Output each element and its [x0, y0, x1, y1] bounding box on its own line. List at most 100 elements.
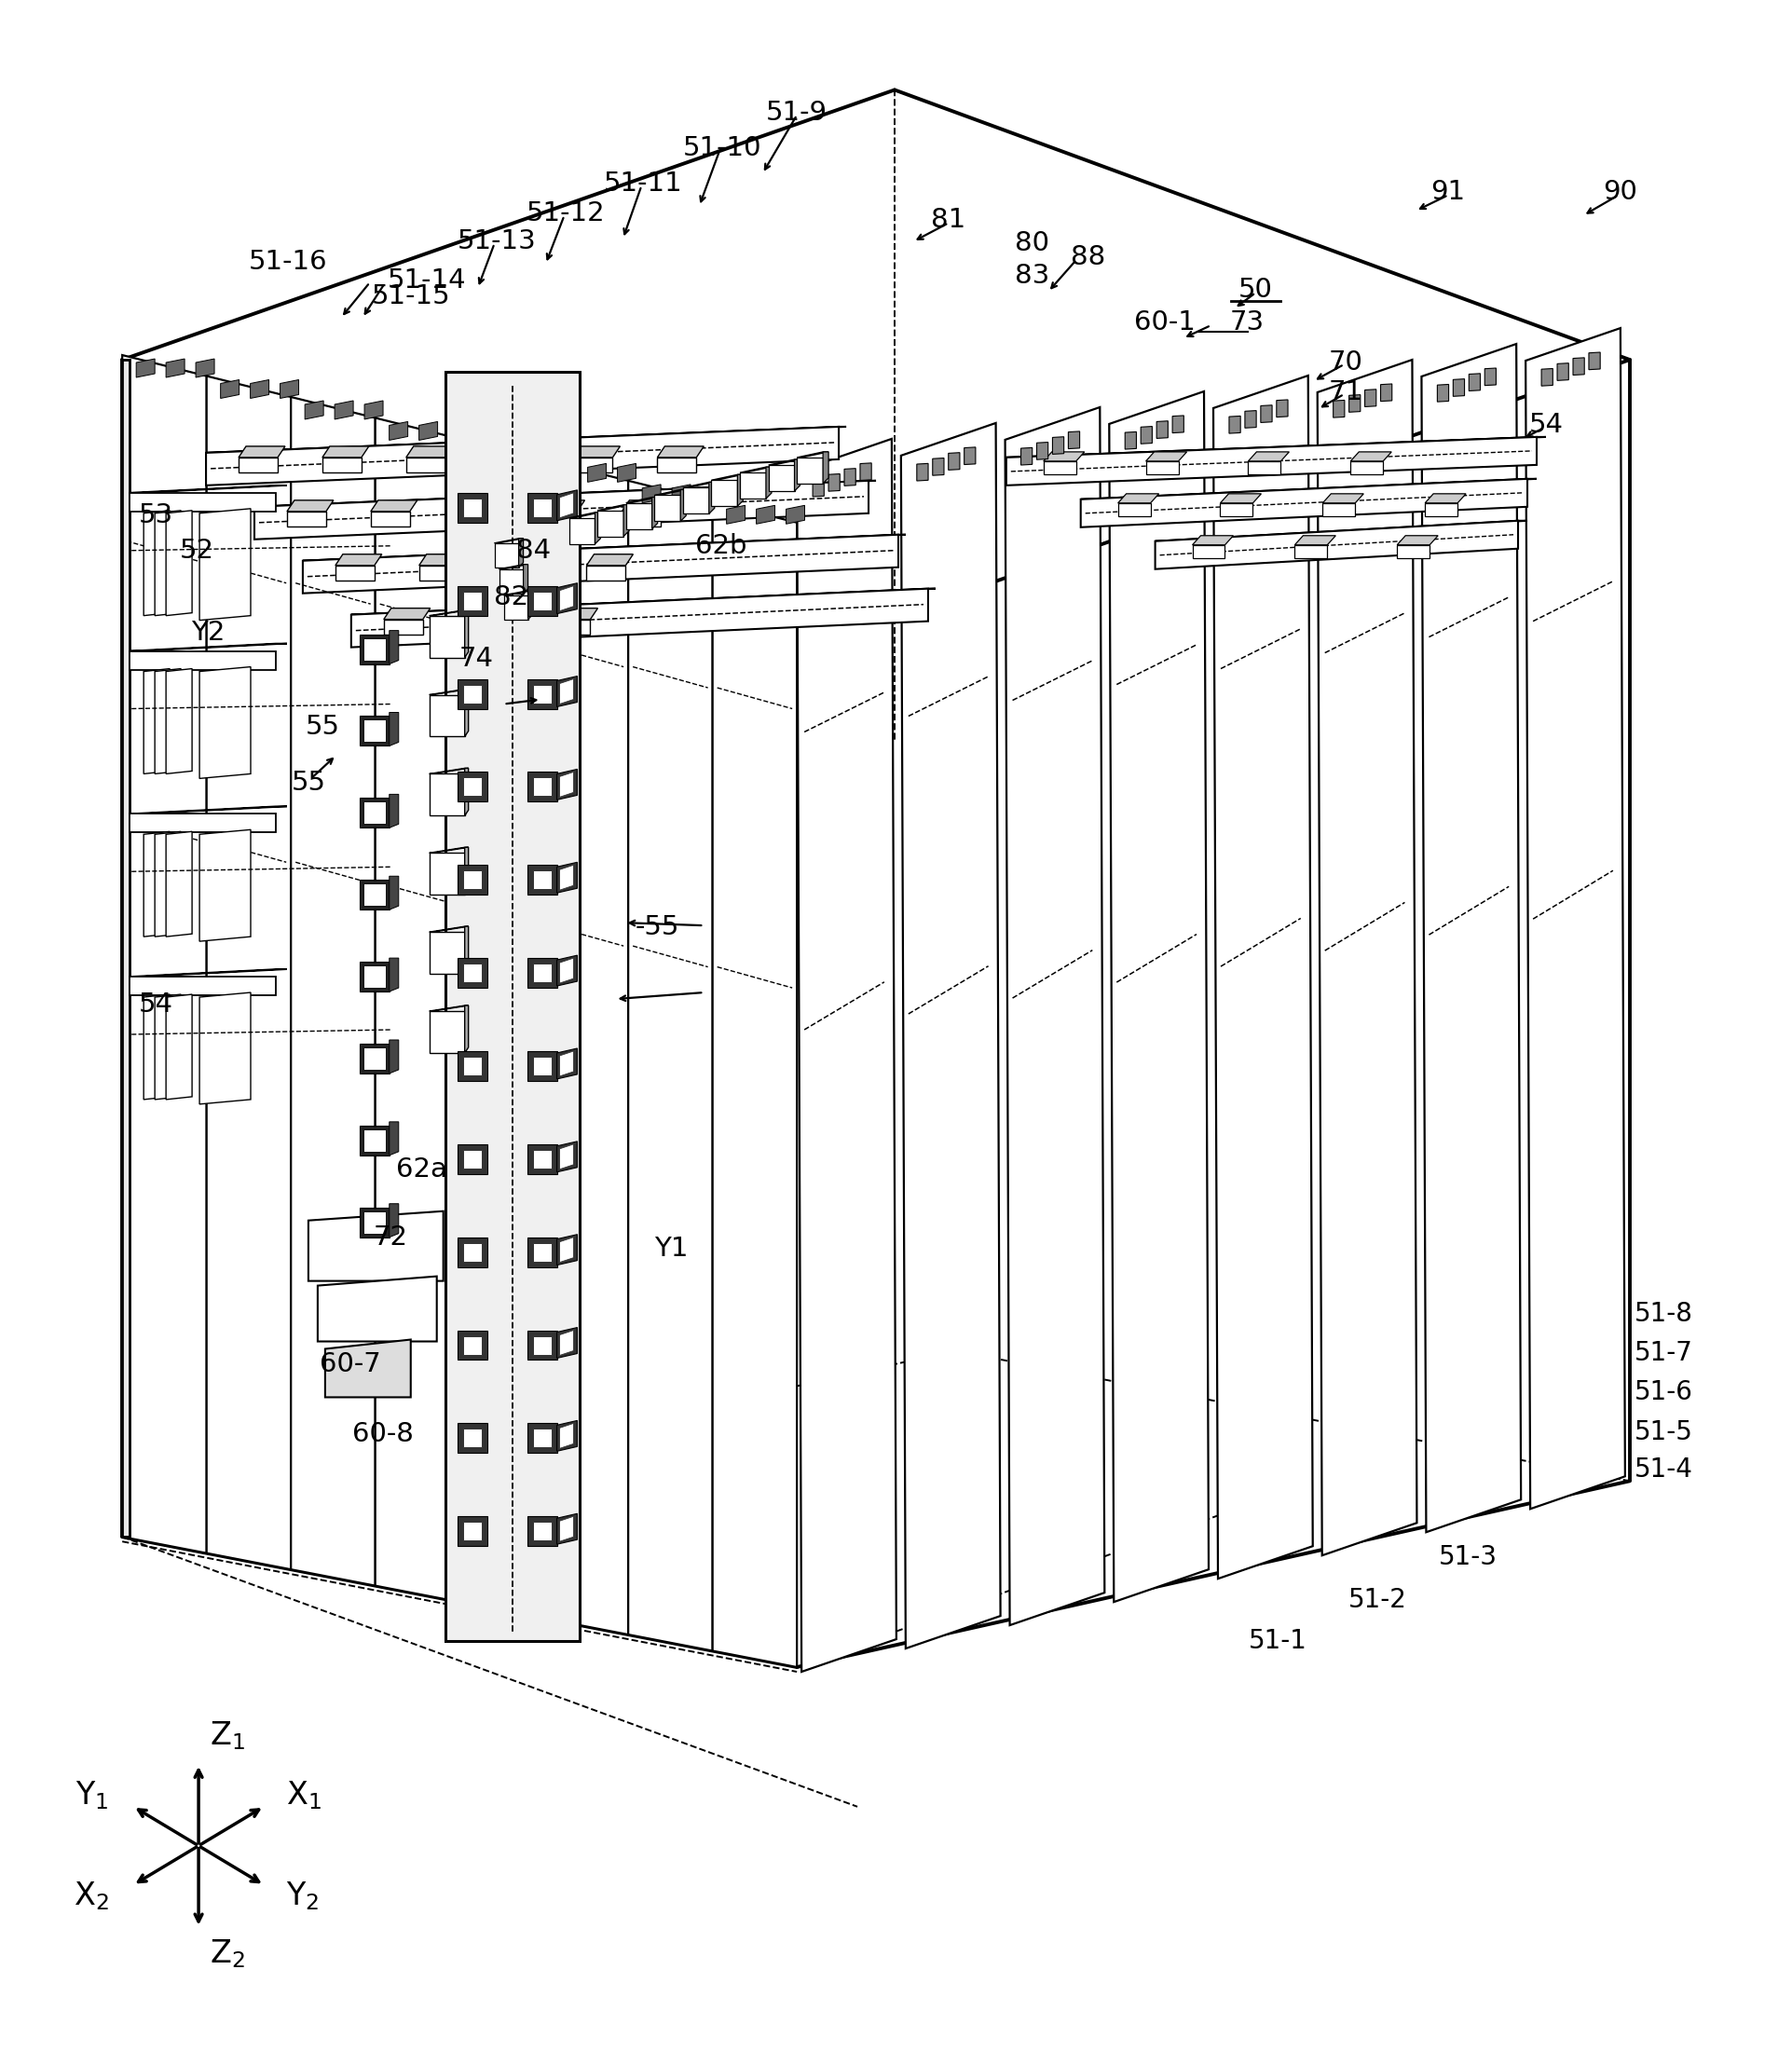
Polygon shape: [658, 446, 704, 458]
Polygon shape: [457, 1516, 487, 1547]
Polygon shape: [545, 460, 629, 1635]
Text: 51-6: 51-6: [1634, 1379, 1693, 1406]
Polygon shape: [389, 421, 409, 440]
Text: 51-15: 51-15: [371, 283, 450, 310]
Polygon shape: [317, 1276, 437, 1342]
Polygon shape: [527, 1330, 557, 1361]
Polygon shape: [622, 500, 668, 512]
Polygon shape: [220, 380, 238, 399]
Polygon shape: [1425, 504, 1457, 516]
Polygon shape: [532, 779, 552, 797]
Polygon shape: [588, 463, 606, 481]
Text: 62a: 62a: [396, 1156, 448, 1183]
Polygon shape: [430, 1012, 464, 1053]
Polygon shape: [167, 669, 192, 774]
Polygon shape: [1276, 401, 1288, 417]
Polygon shape: [457, 494, 487, 522]
Polygon shape: [559, 1516, 573, 1540]
Polygon shape: [557, 1514, 577, 1545]
Polygon shape: [1453, 380, 1464, 396]
Polygon shape: [419, 421, 437, 440]
Polygon shape: [559, 1237, 573, 1262]
Text: 52: 52: [179, 537, 215, 564]
Polygon shape: [364, 966, 385, 987]
Polygon shape: [532, 1243, 552, 1262]
Polygon shape: [557, 1328, 577, 1359]
Polygon shape: [557, 675, 577, 706]
Polygon shape: [1557, 363, 1568, 380]
Text: 51-7: 51-7: [1634, 1340, 1693, 1365]
Polygon shape: [464, 690, 468, 737]
Polygon shape: [527, 679, 557, 708]
Polygon shape: [557, 863, 577, 892]
Polygon shape: [1349, 394, 1360, 413]
Text: 51-3: 51-3: [1439, 1545, 1498, 1569]
Polygon shape: [457, 1423, 487, 1454]
Polygon shape: [1005, 407, 1104, 1625]
Polygon shape: [622, 512, 661, 527]
Polygon shape: [489, 458, 529, 473]
Text: 88: 88: [1072, 244, 1106, 271]
Text: 70: 70: [1328, 349, 1364, 376]
Polygon shape: [1213, 376, 1314, 1580]
Polygon shape: [154, 510, 181, 615]
Polygon shape: [324, 1340, 410, 1398]
Polygon shape: [552, 609, 599, 620]
Polygon shape: [1118, 494, 1159, 504]
Text: 82: 82: [495, 584, 529, 609]
Text: X$_2$: X$_2$: [73, 1879, 109, 1912]
Polygon shape: [459, 440, 545, 1619]
Polygon shape: [625, 498, 658, 502]
Polygon shape: [918, 463, 928, 481]
Polygon shape: [559, 1144, 573, 1169]
Polygon shape: [1156, 520, 1527, 541]
Polygon shape: [1351, 452, 1392, 460]
Polygon shape: [557, 956, 577, 985]
Polygon shape: [1192, 535, 1233, 545]
Polygon shape: [504, 595, 529, 620]
Polygon shape: [1192, 545, 1226, 558]
Polygon shape: [527, 494, 557, 522]
Polygon shape: [500, 564, 529, 570]
Text: 51-10: 51-10: [683, 136, 762, 161]
Polygon shape: [199, 667, 251, 779]
Text: 71: 71: [1328, 380, 1364, 405]
Polygon shape: [143, 669, 170, 774]
Polygon shape: [430, 927, 468, 931]
Polygon shape: [251, 380, 269, 399]
Polygon shape: [654, 489, 686, 496]
Polygon shape: [527, 1051, 557, 1080]
Polygon shape: [559, 958, 573, 983]
Polygon shape: [652, 498, 658, 529]
Polygon shape: [457, 586, 487, 615]
Polygon shape: [1486, 368, 1496, 386]
Text: 81: 81: [932, 207, 966, 233]
Polygon shape: [654, 496, 681, 520]
Text: 62b: 62b: [695, 533, 747, 560]
Polygon shape: [167, 510, 192, 615]
Polygon shape: [1249, 460, 1281, 475]
Polygon shape: [1322, 504, 1355, 516]
Text: 55: 55: [290, 770, 326, 797]
Polygon shape: [154, 832, 181, 938]
Polygon shape: [430, 768, 468, 774]
Polygon shape: [462, 684, 482, 702]
Polygon shape: [129, 814, 276, 832]
Polygon shape: [462, 964, 482, 983]
Polygon shape: [389, 876, 398, 911]
Polygon shape: [457, 1237, 487, 1268]
Polygon shape: [1398, 535, 1437, 545]
Polygon shape: [597, 510, 624, 537]
Text: Z$_2$: Z$_2$: [210, 1937, 246, 1970]
Polygon shape: [1043, 460, 1075, 475]
Polygon shape: [932, 458, 944, 475]
Polygon shape: [1068, 432, 1079, 448]
Polygon shape: [238, 458, 278, 473]
Text: 55: 55: [305, 714, 339, 741]
Polygon shape: [557, 582, 577, 613]
Polygon shape: [462, 871, 482, 890]
Text: Y$_2$: Y$_2$: [287, 1879, 319, 1912]
Polygon shape: [713, 502, 797, 1666]
Polygon shape: [199, 830, 251, 942]
Polygon shape: [538, 512, 577, 527]
